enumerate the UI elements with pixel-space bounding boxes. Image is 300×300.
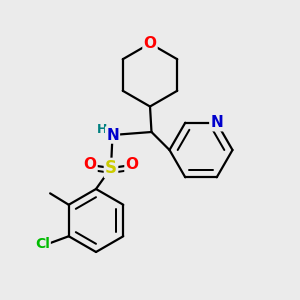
Text: O: O [143,36,157,51]
Text: N: N [210,115,223,130]
Text: S: S [105,159,117,177]
Text: Cl: Cl [35,237,50,251]
Text: O: O [83,158,97,172]
Text: O: O [125,158,139,172]
Text: N: N [106,128,119,142]
Text: H: H [97,123,107,136]
